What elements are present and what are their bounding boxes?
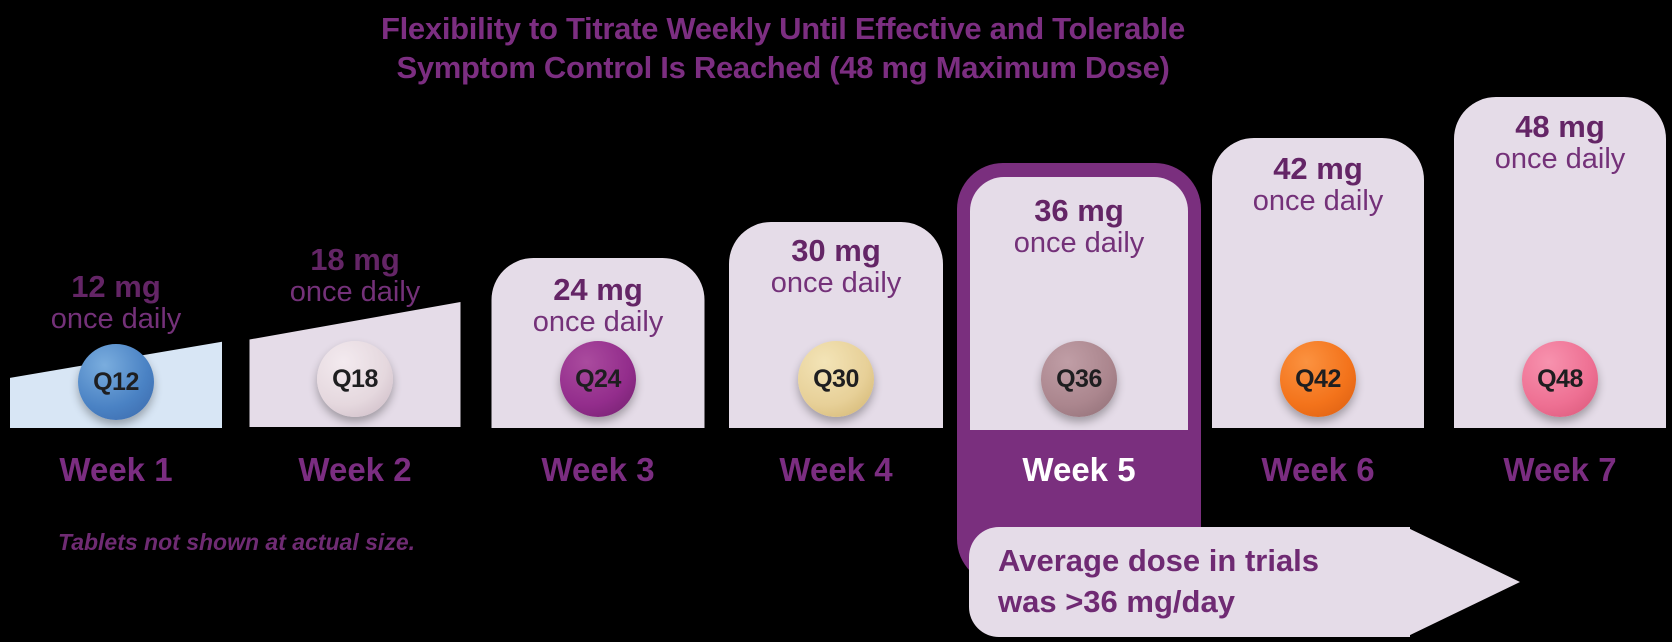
week-5-dose: 36 mg once daily <box>949 194 1209 260</box>
dose-frequency: once daily <box>770 267 902 299</box>
title-line-1: Flexibility to Titrate Weekly Until Effe… <box>380 11 1185 46</box>
week-7-label: Week 7 <box>1503 451 1617 488</box>
week-7-dose: 48 mg once daily <box>1430 110 1672 176</box>
pill-q42: Q42 <box>1280 341 1356 417</box>
week-2-dose: 18 mg once daily <box>225 243 485 309</box>
pill-label: Q12 <box>93 367 139 396</box>
footnote: Tablets not shown at actual size. <box>58 529 415 555</box>
week-2-label: Week 2 <box>298 451 412 488</box>
callout-text: Average dose in trials was >36 mg/day <box>998 540 1319 622</box>
week-7-column: 48 mg once daily Q48 Week 7 <box>1430 0 1672 642</box>
week-1-label: Week 1 <box>59 451 173 488</box>
week-4-label: Week 4 <box>779 451 893 488</box>
dose-amount: 18 mg <box>310 242 400 277</box>
pill-q30: Q30 <box>798 341 874 417</box>
dose-frequency: once daily <box>1013 227 1145 259</box>
week-6-label: Week 6 <box>1261 451 1375 488</box>
dose-frequency: once daily <box>50 303 182 335</box>
week-1-dose: 12 mg once daily <box>0 270 246 336</box>
week-4-dose: 30 mg once daily <box>706 234 966 300</box>
title-line-2: Symptom Control Is Reached (48 mg Maximu… <box>396 50 1170 85</box>
callout-banner <box>969 527 1410 637</box>
dose-frequency: once daily <box>532 306 664 338</box>
week-1-column: 12 mg once daily Q12 Week 1 <box>0 0 246 642</box>
dose-frequency: once daily <box>1252 185 1384 217</box>
callout-line-1: Average dose in trials <box>998 543 1320 578</box>
dose-amount: 30 mg <box>791 233 881 268</box>
pill-q18: Q18 <box>317 341 393 417</box>
week-3-label: Week 3 <box>541 451 655 488</box>
week-3-dose: 24 mg once daily <box>468 273 728 339</box>
dose-amount: 24 mg <box>553 272 643 307</box>
dose-frequency: once daily <box>1494 143 1626 175</box>
callout-line-2: was >36 mg/day <box>998 584 1235 619</box>
week-4-column: 30 mg once daily Q30 Week 4 <box>706 0 966 642</box>
dose-frequency: once daily <box>289 276 421 308</box>
dose-amount: 42 mg <box>1273 151 1363 186</box>
pill-label: Q24 <box>575 364 621 393</box>
pill-label: Q42 <box>1295 364 1341 393</box>
dose-amount: 48 mg <box>1515 109 1605 144</box>
page-title: Flexibility to Titrate Weekly Until Effe… <box>0 9 1566 87</box>
week-3-column: 24 mg once daily Q24 Week 3 <box>468 0 728 642</box>
pill-q24: Q24 <box>560 341 636 417</box>
pill-q36: Q36 <box>1041 341 1117 417</box>
week-5-label: Week 5 <box>1022 451 1136 488</box>
dose-amount: 12 mg <box>71 269 161 304</box>
week-2-column: 18 mg once daily Q18 Week 2 <box>225 0 485 642</box>
week-6-column: 42 mg once daily Q42 Week 6 <box>1188 0 1448 642</box>
pill-label: Q18 <box>332 364 378 393</box>
pill-label: Q30 <box>813 364 859 393</box>
pill-q48: Q48 <box>1522 341 1598 417</box>
dose-amount: 36 mg <box>1034 193 1124 228</box>
week-6-dose: 42 mg once daily <box>1188 152 1448 218</box>
pill-label: Q36 <box>1056 364 1102 393</box>
week-5-column-highlighted: 36 mg once daily Q36 Week 5 <box>949 0 1209 642</box>
pill-label: Q48 <box>1537 364 1583 393</box>
pill-q12: Q12 <box>78 344 154 420</box>
